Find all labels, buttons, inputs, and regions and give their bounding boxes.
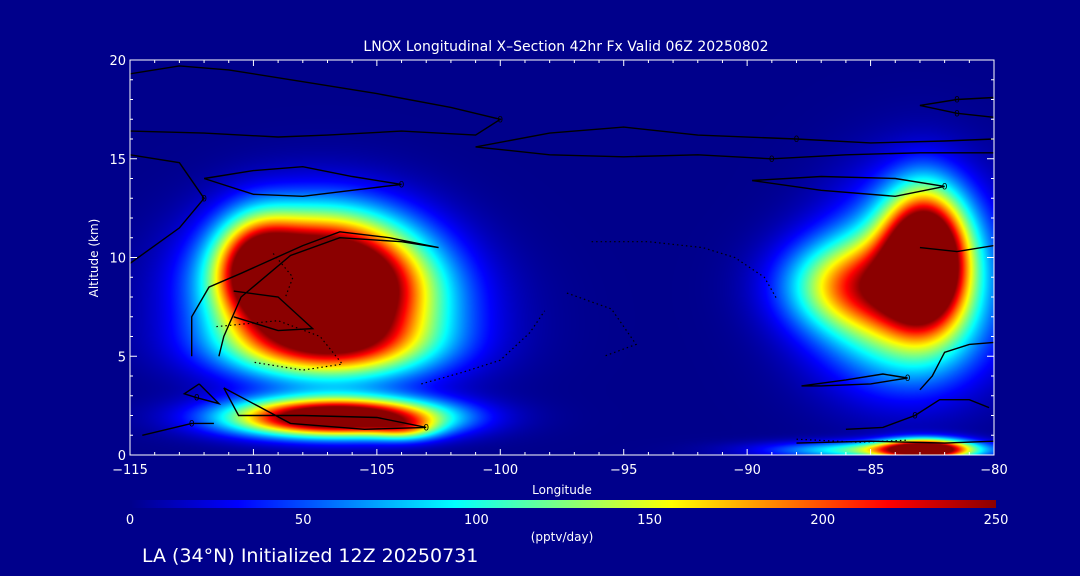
colorbar-tick-label: 100	[464, 513, 489, 528]
contour-0	[130, 65, 503, 138]
chart-title: LNOX Longitudinal X–Section 42hr Fx Vali…	[363, 39, 768, 55]
contour-10	[182, 383, 222, 405]
negative-contour-19	[272, 253, 294, 298]
negative-contour-22	[591, 241, 778, 300]
contour-label: 0	[399, 180, 405, 190]
x-axis-label: Longitude	[532, 483, 592, 497]
x-tick-label: −105	[359, 463, 395, 478]
contour-1	[130, 154, 205, 264]
contour-12	[233, 290, 315, 332]
colorbar-tick-label: 50	[295, 513, 312, 528]
colorbar-label: (pptv/day)	[531, 530, 594, 544]
contour-label: 0	[201, 194, 207, 204]
lightning-nox-heatmap	[130, 60, 994, 455]
colorbar-tick-label: 200	[810, 513, 835, 528]
negative-contour-23	[796, 438, 908, 443]
x-tick-label: −100	[482, 463, 518, 478]
contour-5	[919, 96, 994, 107]
contour-7	[752, 175, 945, 198]
negative-contour-21	[566, 292, 638, 357]
contour-label: 0	[497, 115, 503, 125]
colorbar-bar	[130, 500, 996, 508]
contour-16	[845, 399, 990, 430]
contour-label: 0	[905, 374, 911, 384]
x-tick-label: −110	[236, 463, 272, 478]
contour-label: 0	[912, 412, 918, 422]
contour-9	[142, 422, 214, 436]
x-tick-label: −85	[857, 463, 884, 478]
contour-label: 0	[954, 96, 960, 106]
contour-17	[796, 440, 994, 444]
contour-3	[475, 126, 994, 148]
contour-label: 0	[189, 419, 195, 429]
contour-13	[801, 373, 908, 387]
y-tick-label: 0	[118, 449, 126, 464]
x-tick-label: −95	[610, 463, 637, 478]
colorbar-tick-label: 150	[637, 513, 662, 528]
contour-11	[191, 231, 439, 357]
contour-8	[223, 387, 427, 431]
colorbar-ticks: 0 50 100 150 200 250	[126, 513, 1009, 528]
contour-label: 0	[794, 135, 800, 145]
y-axis-label: Altitude (km)	[87, 219, 101, 298]
negative-contour-20	[421, 310, 546, 385]
x-tick-label: −115	[112, 463, 148, 478]
contour-label: 0	[423, 423, 429, 433]
colorbar-tick-label: 250	[984, 513, 1009, 528]
contour-lines: 0 0 0 0 0 0 0 0 0 0 0 0 0	[130, 65, 994, 444]
contour-label: 0	[954, 109, 960, 119]
contour-label: 0	[769, 155, 775, 165]
contour-6	[919, 104, 994, 118]
y-tick-label: 15	[109, 153, 126, 168]
contour-label: 0	[194, 394, 200, 404]
contour-4	[475, 146, 994, 160]
y-tick-label: 10	[109, 252, 126, 267]
contour-15	[919, 341, 994, 391]
y-tick-label: 20	[109, 54, 126, 69]
y-tick-label: 5	[118, 350, 126, 365]
y-axis: 0 5 10 15 20	[109, 54, 994, 464]
colorbar: 0 50 100 150 200 250 (pptv/day)	[126, 500, 1009, 544]
colorbar-tick-label: 0	[126, 513, 134, 528]
contour-label: 0	[942, 182, 948, 192]
contour-14	[919, 244, 994, 253]
footer-initialized-text: LA (34°N) Initialized 12Z 20250731	[142, 545, 478, 567]
contour-2	[203, 165, 402, 198]
x-axis: −115 −110 −105 −100 −95 −90 −85 −80	[112, 60, 1008, 478]
x-tick-label: −90	[733, 463, 760, 478]
x-tick-label: −80	[980, 463, 1007, 478]
